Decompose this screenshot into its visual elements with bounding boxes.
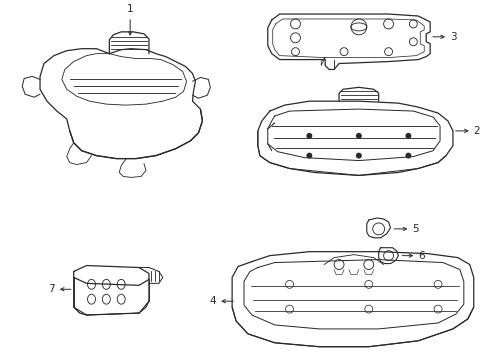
Circle shape bbox=[405, 153, 410, 159]
Text: 5: 5 bbox=[411, 224, 418, 234]
Text: 7: 7 bbox=[48, 284, 55, 294]
Text: 1: 1 bbox=[126, 4, 133, 14]
Text: 6: 6 bbox=[417, 251, 424, 261]
Text: 4: 4 bbox=[209, 296, 216, 306]
Circle shape bbox=[405, 133, 410, 139]
Circle shape bbox=[355, 153, 361, 159]
Text: 3: 3 bbox=[449, 32, 456, 42]
Circle shape bbox=[306, 133, 312, 139]
Circle shape bbox=[355, 133, 361, 139]
Circle shape bbox=[306, 153, 312, 159]
Text: 2: 2 bbox=[473, 126, 479, 136]
